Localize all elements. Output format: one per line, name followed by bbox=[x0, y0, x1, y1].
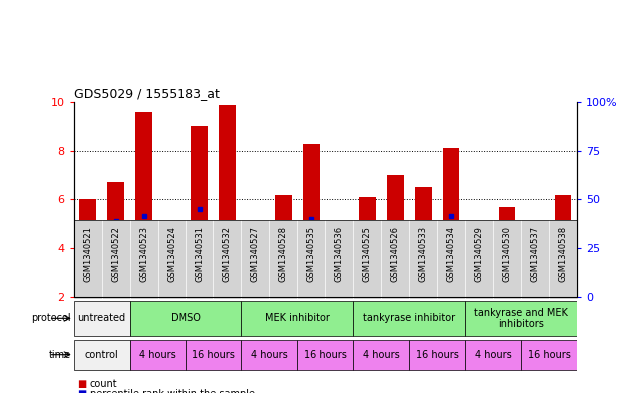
Bar bbox=[247, 277, 264, 297]
Bar bbox=[158, 220, 185, 299]
Bar bbox=[275, 195, 292, 297]
Bar bbox=[219, 105, 236, 297]
Bar bbox=[381, 220, 409, 299]
Bar bbox=[353, 340, 409, 370]
Bar bbox=[409, 220, 437, 299]
Bar bbox=[163, 263, 180, 297]
Bar bbox=[129, 340, 185, 370]
Text: GSM1340523: GSM1340523 bbox=[139, 226, 148, 282]
Bar bbox=[191, 127, 208, 297]
Text: GDS5029 / 1555183_at: GDS5029 / 1555183_at bbox=[74, 86, 220, 99]
Text: untreated: untreated bbox=[78, 313, 126, 323]
Bar bbox=[213, 220, 242, 299]
Text: 4 hours: 4 hours bbox=[251, 350, 288, 360]
Text: GSM1340526: GSM1340526 bbox=[391, 226, 400, 282]
Bar bbox=[185, 340, 242, 370]
Text: 16 hours: 16 hours bbox=[192, 350, 235, 360]
Bar bbox=[415, 187, 431, 297]
Bar bbox=[437, 220, 465, 299]
Bar bbox=[107, 182, 124, 297]
Bar bbox=[129, 301, 242, 336]
Text: GSM1340533: GSM1340533 bbox=[419, 226, 428, 283]
Text: percentile rank within the sample: percentile rank within the sample bbox=[90, 389, 254, 393]
Bar bbox=[443, 149, 460, 297]
Text: tankyrase inhibitor: tankyrase inhibitor bbox=[363, 313, 455, 323]
Bar bbox=[242, 220, 269, 299]
Text: DMSO: DMSO bbox=[171, 313, 201, 323]
Text: 4 hours: 4 hours bbox=[139, 350, 176, 360]
Text: control: control bbox=[85, 350, 119, 360]
Bar bbox=[409, 340, 465, 370]
Text: 16 hours: 16 hours bbox=[304, 350, 347, 360]
Bar bbox=[353, 301, 465, 336]
Bar bbox=[74, 340, 129, 370]
Bar bbox=[185, 220, 213, 299]
Text: GSM1340537: GSM1340537 bbox=[531, 226, 540, 283]
Bar bbox=[135, 112, 152, 297]
Bar bbox=[102, 220, 129, 299]
Text: protocol: protocol bbox=[31, 313, 71, 323]
Text: GSM1340524: GSM1340524 bbox=[167, 226, 176, 282]
Bar bbox=[353, 220, 381, 299]
Bar bbox=[74, 220, 102, 299]
Bar bbox=[325, 220, 353, 299]
Bar bbox=[242, 301, 353, 336]
Text: GSM1340538: GSM1340538 bbox=[558, 226, 567, 283]
Text: GSM1340529: GSM1340529 bbox=[474, 226, 483, 282]
Bar bbox=[499, 207, 515, 297]
Text: count: count bbox=[90, 379, 117, 389]
Bar bbox=[554, 195, 571, 297]
Bar bbox=[521, 220, 549, 299]
Bar bbox=[242, 340, 297, 370]
Bar bbox=[129, 220, 158, 299]
Text: 4 hours: 4 hours bbox=[475, 350, 512, 360]
Bar bbox=[74, 301, 129, 336]
Text: 4 hours: 4 hours bbox=[363, 350, 399, 360]
Bar bbox=[465, 220, 493, 299]
Text: 16 hours: 16 hours bbox=[528, 350, 570, 360]
Text: time: time bbox=[48, 350, 71, 360]
Bar bbox=[297, 220, 325, 299]
Bar bbox=[359, 197, 376, 297]
Text: MEK inhibitor: MEK inhibitor bbox=[265, 313, 329, 323]
Bar bbox=[465, 340, 521, 370]
Bar bbox=[269, 220, 297, 299]
Bar bbox=[303, 143, 320, 297]
Bar bbox=[526, 250, 544, 297]
Bar bbox=[331, 241, 347, 297]
Text: ■: ■ bbox=[77, 379, 86, 389]
Text: GSM1340525: GSM1340525 bbox=[363, 226, 372, 282]
Text: GSM1340530: GSM1340530 bbox=[503, 226, 512, 282]
Text: 16 hours: 16 hours bbox=[416, 350, 458, 360]
Text: GSM1340528: GSM1340528 bbox=[279, 226, 288, 282]
Bar bbox=[470, 248, 487, 297]
Bar bbox=[493, 220, 521, 299]
Text: GSM1340527: GSM1340527 bbox=[251, 226, 260, 282]
Bar bbox=[521, 340, 577, 370]
Text: GSM1340535: GSM1340535 bbox=[307, 226, 316, 282]
Bar bbox=[387, 175, 404, 297]
Text: GSM1340522: GSM1340522 bbox=[111, 226, 120, 282]
Text: GSM1340532: GSM1340532 bbox=[223, 226, 232, 282]
Text: GSM1340521: GSM1340521 bbox=[83, 226, 92, 282]
Bar bbox=[297, 340, 353, 370]
Text: GSM1340534: GSM1340534 bbox=[447, 226, 456, 282]
Text: GSM1340531: GSM1340531 bbox=[195, 226, 204, 282]
Text: GSM1340536: GSM1340536 bbox=[335, 226, 344, 283]
Bar bbox=[465, 301, 577, 336]
Text: ■: ■ bbox=[77, 389, 86, 393]
Bar bbox=[549, 220, 577, 299]
Text: tankyrase and MEK
inhibitors: tankyrase and MEK inhibitors bbox=[474, 308, 568, 329]
Bar bbox=[79, 199, 96, 297]
